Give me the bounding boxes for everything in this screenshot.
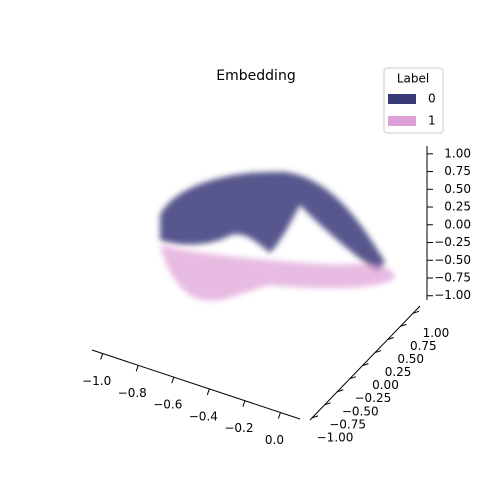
y-tick-label: 1.00 xyxy=(423,326,450,340)
x-tick-label: −0.8 xyxy=(118,386,147,400)
x-tick xyxy=(242,400,246,407)
legend-title: Label xyxy=(397,72,429,86)
z-tick-label: −0.50 xyxy=(434,253,471,267)
y-tick-label: −0.50 xyxy=(342,404,379,418)
y-tick xyxy=(387,336,394,340)
x-tick xyxy=(171,376,175,384)
z-tick-label: 0.50 xyxy=(444,182,471,196)
y-tick xyxy=(324,402,331,406)
y-tick xyxy=(311,415,319,419)
y-tick xyxy=(412,310,420,314)
z-tick-label: 0.00 xyxy=(444,217,471,231)
legend-swatch xyxy=(388,94,416,104)
z-tick-label: 1.00 xyxy=(444,146,471,160)
x-axis-line xyxy=(91,349,301,420)
y-tick xyxy=(400,323,407,327)
x-tick-label: −0.2 xyxy=(224,421,253,435)
cloud-label-1 xyxy=(160,245,395,301)
y-tick-label: 0.75 xyxy=(410,339,437,353)
z-tick-label: −0.25 xyxy=(434,235,471,249)
x-tick xyxy=(277,412,281,419)
y-tick-label: 0.00 xyxy=(372,378,399,392)
legend: Label 0 1 xyxy=(383,67,444,134)
y-tick-label: −0.75 xyxy=(329,417,366,431)
x-tick xyxy=(100,353,104,360)
legend-swatch xyxy=(388,116,416,126)
x-tick xyxy=(206,388,210,396)
z-tick-label: 0.25 xyxy=(444,200,471,214)
y-axis-line xyxy=(309,305,421,421)
y-tick-label: 0.50 xyxy=(397,352,424,366)
x-tick-label: 0.0 xyxy=(265,433,284,447)
y-tick xyxy=(362,363,369,367)
z-tick-label: 0.75 xyxy=(444,164,471,178)
x-tick xyxy=(135,365,139,372)
chart-title: Embedding xyxy=(216,68,295,84)
y-tick xyxy=(337,389,344,393)
x-tick-label: −1.0 xyxy=(82,374,111,388)
x-tick-label: −0.4 xyxy=(189,409,218,423)
z-tick-label: −1.00 xyxy=(434,288,471,302)
y-tick-label: −0.25 xyxy=(354,391,391,405)
y-tick-label: −1.00 xyxy=(317,430,354,444)
z-tick-label: −0.75 xyxy=(434,271,471,285)
legend-label: 0 xyxy=(428,92,436,106)
legend-label: 1 xyxy=(428,114,436,128)
point-cloud xyxy=(160,171,395,301)
y-tick xyxy=(349,376,357,380)
x-tick-label: −0.6 xyxy=(153,398,182,412)
y-tick xyxy=(374,350,382,354)
y-tick-label: 0.25 xyxy=(385,365,412,379)
cloud-label-0 xyxy=(160,171,385,272)
